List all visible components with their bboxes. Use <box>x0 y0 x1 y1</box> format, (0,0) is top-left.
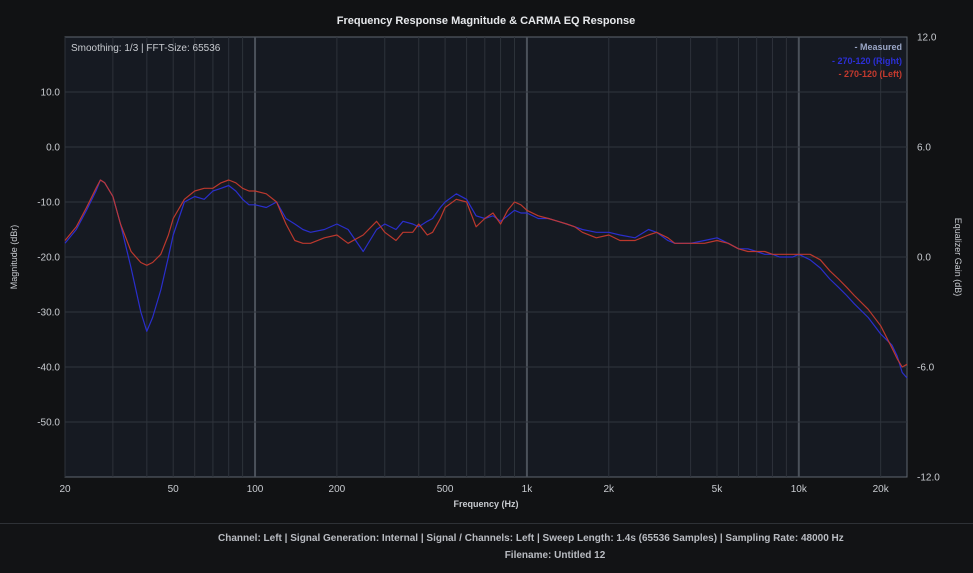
legend-entry-1: - 270-120 (Left) <box>838 69 902 79</box>
status-footer: Channel: Left | Signal Generation: Inter… <box>0 523 973 573</box>
x-tick-label: 20 <box>59 484 71 495</box>
series-layer <box>64 179 908 379</box>
y2-tick-label: 6.0 <box>917 143 931 154</box>
y-tick-label: 0.0 <box>46 143 60 154</box>
legend-entry-0: - 270-120 (Right) <box>832 56 902 66</box>
x-tick-label: 200 <box>329 484 346 495</box>
x-tick-label: 500 <box>437 484 454 495</box>
x-tick-label: 20k <box>873 484 890 495</box>
series-line-0 <box>64 179 908 379</box>
smoothing-info: Smoothing: 1/3 | FFT-Size: 65536 <box>71 43 221 54</box>
y-tick-label: -10.0 <box>37 198 60 209</box>
series-line-1 <box>64 179 908 368</box>
y2-tick-label: 12.0 <box>917 33 937 44</box>
y2-tick-label: 0.0 <box>917 253 931 264</box>
legend: - 270-120 (Right) - 270-120 (Left) <box>832 56 902 79</box>
y2-tick-label: -12.0 <box>917 473 940 484</box>
y-tick-label: -20.0 <box>37 253 60 264</box>
axis-ticks: 20 50 100 200 500 1k 2k 5k 10k 20k 10.0 0.0 -10.0 -20… <box>37 33 940 496</box>
x-tick-label: 10k <box>791 484 808 495</box>
measurement-info: Channel: Left | Signal Generation: Inter… <box>218 533 844 544</box>
x-tick-label: 2k <box>603 484 615 495</box>
grid <box>64 37 907 477</box>
y-tick-label: -40.0 <box>37 363 60 374</box>
filename-label: Filename: Untitled 12 <box>504 550 606 561</box>
y-tick-label: -30.0 <box>37 308 60 319</box>
y2-tick-label: -6.0 <box>917 363 935 374</box>
frequency-response-chart: Frequency Response Magnitude & CARMA EQ … <box>9 15 963 509</box>
x-tick-label: 1k <box>522 484 534 495</box>
y-tick-label: 10.0 <box>41 88 61 99</box>
x-tick-label: 50 <box>168 484 180 495</box>
x-tick-label: 100 <box>247 484 264 495</box>
legend-measured: - Measured <box>854 42 902 52</box>
y-axis-label: Magnitude (dBr) <box>9 225 19 290</box>
chart-title: Frequency Response Magnitude & CARMA EQ … <box>337 15 635 27</box>
y-tick-label: -50.0 <box>37 418 60 429</box>
x-tick-label: 5k <box>712 484 724 495</box>
x-axis-label: Frequency (Hz) <box>453 499 518 509</box>
y2-axis-label: Equalizer Gain (dB) <box>953 218 963 297</box>
